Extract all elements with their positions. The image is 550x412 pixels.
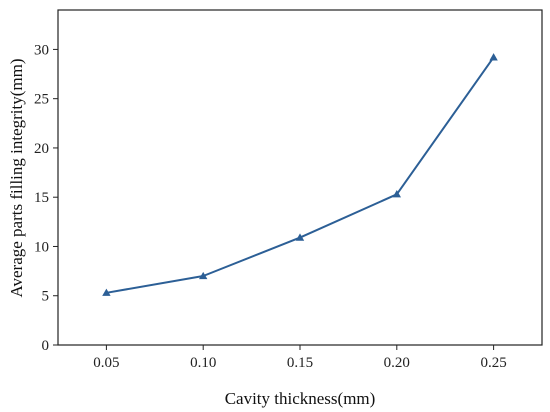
data-point-triangle <box>489 53 498 61</box>
plot-frame <box>57 9 543 346</box>
y-axis-title: Average parts filling integrity(mm) <box>7 58 26 297</box>
x-tick-label: 0.10 <box>190 355 216 371</box>
y-tick-label: 15 <box>34 190 49 206</box>
series-line <box>106 56 495 294</box>
data-point-triangle <box>392 190 401 198</box>
data-point-triangle <box>199 271 208 280</box>
y-tick-label: 20 <box>34 141 49 157</box>
data-point-triangle <box>295 233 305 241</box>
x-axis-title: Cavity thickness(mm) <box>225 389 376 408</box>
x-tick-label: 0.25 <box>480 355 506 371</box>
series-group <box>102 53 498 296</box>
x-tick-label: 0.15 <box>287 355 313 371</box>
x-tick-label: 0.05 <box>93 355 119 371</box>
y-tick-label: 25 <box>34 92 49 108</box>
data-point-triangle <box>102 288 111 296</box>
y-tick-label: 0 <box>42 338 50 354</box>
y-tick-label: 10 <box>34 239 49 255</box>
x-tick-label: 0.20 <box>384 355 410 371</box>
x-axis-ticks: 0.05 0.10 0.15 0.20 0.25 <box>93 345 507 371</box>
y-axis-ticks: 0 5 10 15 20 25 30 <box>34 42 58 354</box>
y-tick-label: 5 <box>42 289 50 305</box>
y-tick-label: 30 <box>34 42 49 58</box>
